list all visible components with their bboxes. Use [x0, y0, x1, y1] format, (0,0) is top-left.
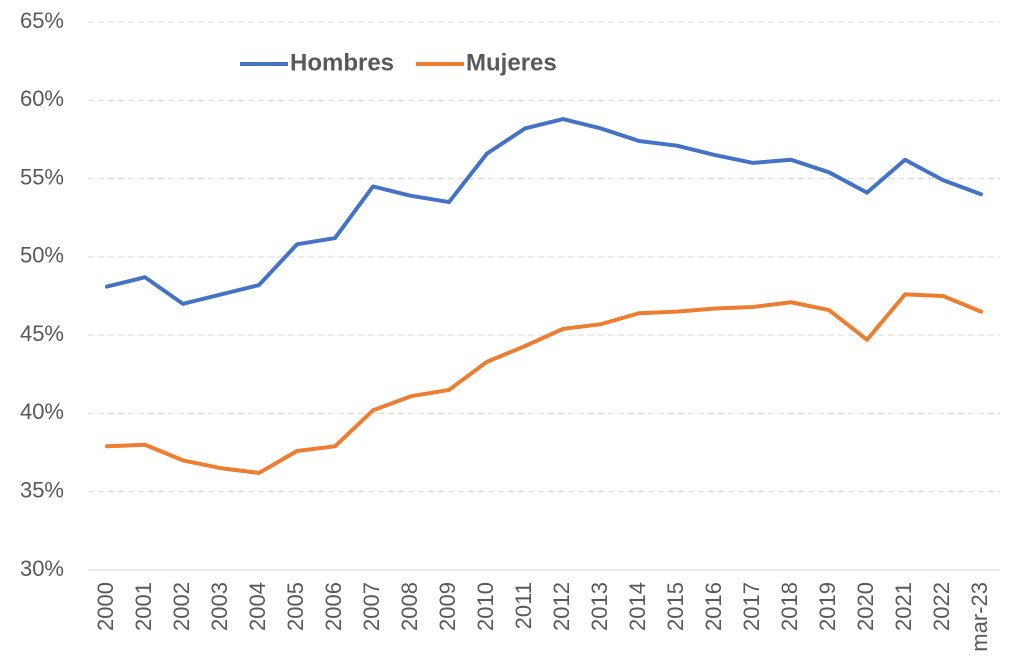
x-tick-label: 2017	[739, 582, 764, 631]
x-tick-label: 2005	[283, 582, 308, 631]
y-tick-label: 50%	[20, 243, 64, 268]
x-tick-label: 2006	[321, 582, 346, 631]
y-tick-label: 55%	[20, 164, 64, 189]
x-tick-label: 2012	[549, 582, 574, 631]
x-tick-label: 2018	[777, 582, 802, 631]
y-tick-label: 60%	[20, 86, 64, 111]
y-tick-label: 65%	[20, 8, 64, 33]
x-tick-label: 2003	[207, 582, 232, 631]
legend-label: Hombres	[290, 49, 394, 76]
x-tick-label: 2011	[511, 582, 536, 629]
x-tick-label: 2000	[93, 582, 118, 631]
x-tick-label: 2019	[815, 582, 840, 631]
series-line	[105, 292, 983, 475]
x-tick-label: 2013	[587, 582, 612, 631]
x-tick-label: 2010	[473, 582, 498, 631]
x-tick-label: 2007	[359, 582, 384, 631]
x-tick-label: 2020	[853, 582, 878, 631]
x-tick-label: 2008	[397, 582, 422, 631]
series-line	[105, 117, 983, 306]
y-tick-label: 35%	[20, 478, 64, 503]
x-tick-label: 2015	[663, 582, 688, 631]
legend-label: Mujeres	[466, 49, 557, 76]
x-tick-label: mar-23	[967, 582, 992, 652]
y-tick-label: 40%	[20, 399, 64, 424]
x-tick-label: 2016	[701, 582, 726, 631]
x-tick-label: 2004	[245, 582, 270, 631]
x-tick-label: 2021	[891, 582, 916, 631]
x-tick-label: 2022	[929, 582, 954, 631]
y-tick-label: 45%	[20, 321, 64, 346]
y-tick-label: 30%	[20, 556, 64, 581]
x-tick-label: 2001	[131, 582, 156, 631]
x-tick-label: 2014	[625, 582, 650, 631]
x-tick-label: 2009	[435, 582, 460, 631]
x-tick-label: 2002	[169, 582, 194, 631]
